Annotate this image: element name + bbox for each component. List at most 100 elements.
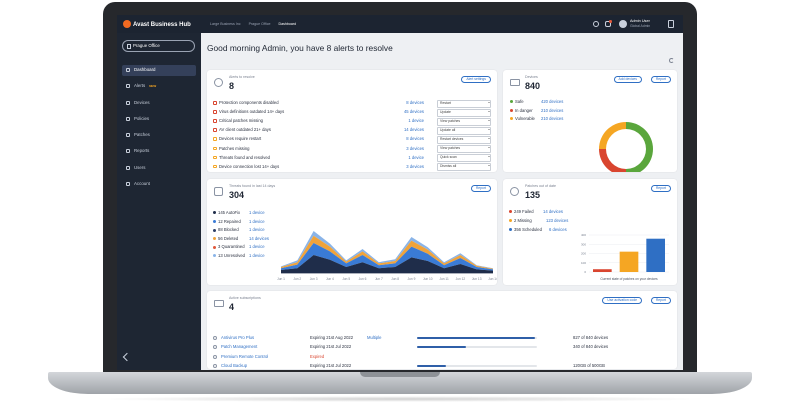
button[interactable]: Report: [650, 76, 671, 84]
x-tick-label: Jun 12: [456, 277, 466, 281]
subscription-note[interactable]: Multiple: [367, 335, 382, 340]
alert-devices[interactable]: 3 devices: [406, 145, 424, 151]
threat-devices[interactable]: 1 device: [249, 253, 265, 258]
breadcrumb-item[interactable]: Large Business Inc: [210, 21, 241, 26]
nav-item[interactable]: Account: [134, 181, 150, 186]
device-count[interactable]: 210 devices: [541, 107, 564, 113]
legend-dot: [213, 237, 216, 241]
button[interactable]: Use activation code: [602, 297, 642, 305]
alert-action[interactable]: Quick scan: [437, 154, 491, 163]
subscription-row-icon: [213, 354, 217, 359]
x-tick-label: Jun 7: [375, 277, 383, 281]
legend-dot: [213, 228, 216, 232]
alert-action[interactable]: Restart: [437, 99, 491, 108]
threat-devices[interactable]: 1 device: [249, 218, 265, 224]
card-count: 4: [229, 302, 235, 312]
legend-label: Safe: [515, 99, 524, 104]
alert-action[interactable]: View patches: [437, 145, 491, 153]
patch-label: 249 Failed: [514, 209, 534, 214]
notification-icon: [605, 21, 611, 27]
alert-action[interactable]: View patches: [437, 117, 491, 126]
usage-track: [417, 346, 537, 349]
subscription-name[interactable]: Patch Management: [221, 344, 258, 350]
nav-item[interactable]: Reports: [134, 148, 150, 153]
refresh-icon[interactable]: [669, 58, 674, 63]
button[interactable]: Add devices: [613, 76, 642, 84]
patch-devices[interactable]: 6 devices: [549, 227, 567, 232]
avatar: [619, 19, 627, 28]
alert-devices[interactable]: 8 devices: [406, 100, 424, 105]
button[interactable]: Report: [650, 185, 671, 193]
nav-icon: [126, 101, 130, 105]
legend-label: In danger: [515, 107, 533, 113]
threat-devices[interactable]: 1 device: [249, 227, 265, 233]
bar: [593, 269, 612, 272]
alert-devices[interactable]: 14 devices: [403, 127, 424, 133]
usage-label: 120GB of 500GB: [573, 362, 605, 368]
dropdown-caret: [488, 128, 490, 130]
nav-item[interactable]: Policies: [134, 116, 150, 121]
y-tick-label: 300: [581, 242, 586, 246]
alert-action[interactable]: Restart devices: [437, 135, 491, 144]
subscription-name[interactable]: Premium Remote Control: [221, 353, 269, 359]
site-selector[interactable]: [122, 40, 195, 52]
alert-issue: Threats found and resolved: [219, 154, 270, 160]
subscription-icon: [214, 300, 224, 307]
patch-devices[interactable]: 14 devices: [543, 209, 564, 214]
button[interactable]: Report: [470, 185, 491, 193]
laptop-base: [48, 372, 752, 394]
card-icon: [214, 78, 223, 87]
subscription-name[interactable]: Antivirus Pro Plus: [221, 335, 255, 340]
breadcrumb-item[interactable]: Prague Office: [248, 21, 271, 26]
x-tick-label: Jun 5: [342, 277, 350, 281]
alert-action[interactable]: Update all: [437, 126, 491, 135]
nav-badge: NEW: [149, 83, 157, 88]
device-count[interactable]: 210 devices: [541, 116, 564, 121]
laptop-notch: [360, 372, 440, 377]
nav-item[interactable]: Devices: [134, 100, 150, 105]
legend-dot: [213, 245, 216, 249]
alert-devices[interactable]: 1 device: [408, 154, 424, 160]
nav-icon: [126, 166, 130, 170]
nav-icon: [126, 117, 130, 121]
card: Devices 840 Report Add devices Safe 420 devic…: [503, 70, 677, 172]
button[interactable]: Report: [650, 297, 671, 305]
patch-devices[interactable]: 123 devices: [546, 218, 569, 223]
nav-icon: [126, 84, 130, 88]
alert-action[interactable]: Dismiss all: [437, 163, 491, 172]
nav-item[interactable]: Alerts: [134, 83, 146, 88]
button[interactable]: Alert settings: [461, 76, 491, 84]
y-tick-label: 200: [581, 252, 586, 256]
subscription-name[interactable]: Cloud Backup: [221, 362, 248, 368]
nav-active: [122, 64, 196, 76]
x-tick-label: Jun 1: [277, 277, 285, 281]
area-layer: [281, 235, 493, 270]
nav-item[interactable]: Patches: [134, 132, 150, 137]
threat-devices[interactable]: 14 devices: [249, 235, 270, 241]
menu-icon: [668, 20, 674, 28]
alert-devices[interactable]: 1 device: [408, 118, 424, 124]
alert-issue: Virus definitions outdated 14+ days: [219, 109, 285, 115]
y-tick-label: 400: [581, 233, 586, 237]
breadcrumb-item[interactable]: Dashboard: [278, 21, 297, 26]
sidebar: [117, 33, 201, 370]
alert-devices[interactable]: 8 devices: [406, 136, 424, 142]
area-layer: [281, 231, 493, 269]
alert-action[interactable]: Update: [437, 108, 491, 117]
alert-issue: AV client outdated 21+ days: [219, 127, 271, 133]
alert-issue: Devices require restart: [219, 136, 262, 142]
device-count[interactable]: 420 devices: [541, 99, 564, 104]
threat-devices[interactable]: 1 device: [249, 244, 265, 250]
usage-bar: [417, 364, 446, 367]
legend-label: Vulnerable: [515, 116, 535, 121]
card-title: Patches out of date: [525, 184, 556, 188]
card-count: 840: [525, 81, 541, 91]
nav-icon: [126, 133, 130, 137]
nav-item[interactable]: Users: [134, 165, 146, 170]
bar-chart: 0 100 200 300 400 Current state of patches on…: [581, 233, 669, 281]
alert-devices[interactable]: 45 devices: [403, 109, 424, 115]
alert-devices[interactable]: 3 devices: [406, 163, 424, 169]
threat-devices[interactable]: 1 device: [249, 210, 265, 215]
bar: [646, 238, 665, 272]
nav-item[interactable]: Dashboard: [134, 67, 156, 72]
